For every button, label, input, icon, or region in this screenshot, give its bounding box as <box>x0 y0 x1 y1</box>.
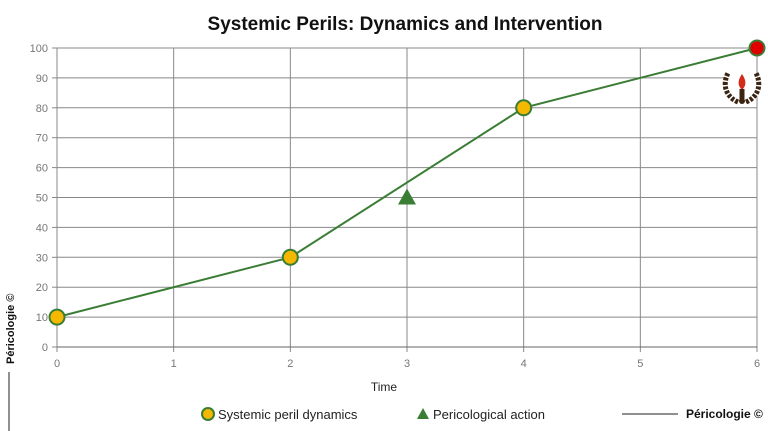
y-tick-label: 80 <box>36 103 48 115</box>
legend-item-pericological-action: Pericological action <box>417 407 545 422</box>
x-tick-label: 6 <box>754 358 760 370</box>
legend-item-pericologie: Péricologie © <box>622 407 763 421</box>
side-watermark: Péricologie © <box>5 294 17 431</box>
y-axis-ticks: 0 10 20 30 40 50 60 70 80 90 100 <box>30 43 48 354</box>
data-point <box>48 308 66 326</box>
x-tick-label: 3 <box>404 358 410 370</box>
data-point-triangle <box>398 188 416 205</box>
y-tick-label: 40 <box>36 222 48 234</box>
x-axis-ticks: 0 1 2 3 4 5 6 <box>54 358 760 370</box>
legend-item-systemic-peril: Systemic peril dynamics <box>201 407 358 422</box>
data-point <box>515 99 533 117</box>
legend-label-pericological-action: Pericological action <box>433 407 545 422</box>
series-lines <box>56 47 758 319</box>
x-axis-label: Time <box>371 380 398 394</box>
legend-marker-circle <box>201 407 215 421</box>
series-points <box>48 39 766 326</box>
y-tick-label: 20 <box>36 282 48 294</box>
series-line-systemic-peril <box>56 47 758 319</box>
y-tick-label: 90 <box>36 73 48 85</box>
x-tick-label: 5 <box>637 358 643 370</box>
legend-marker-triangle <box>417 408 429 419</box>
x-tick-label: 2 <box>287 358 293 370</box>
laurel-emblem-icon <box>722 69 762 105</box>
legend: Systemic peril dynamics Pericological ac… <box>201 407 763 422</box>
side-watermark-text: Péricologie © <box>5 294 17 364</box>
y-tick-label: 10 <box>36 312 48 324</box>
x-tick-label: 1 <box>171 358 177 370</box>
legend-label-systemic-peril: Systemic peril dynamics <box>218 407 358 422</box>
chart-title: Systemic Perils: Dynamics and Interventi… <box>208 14 603 35</box>
grid <box>52 47 758 352</box>
y-tick-label: 50 <box>36 193 48 205</box>
y-tick-label: 0 <box>42 342 48 354</box>
data-point-end <box>748 39 766 57</box>
legend-label-pericologie: Péricologie © <box>686 407 763 421</box>
x-tick-label: 4 <box>521 358 527 370</box>
data-point <box>281 248 299 266</box>
y-tick-label: 70 <box>36 133 48 145</box>
y-tick-label: 30 <box>36 252 48 264</box>
x-tick-label: 0 <box>54 358 60 370</box>
y-tick-label: 100 <box>30 43 48 55</box>
y-tick-label: 60 <box>36 163 48 175</box>
